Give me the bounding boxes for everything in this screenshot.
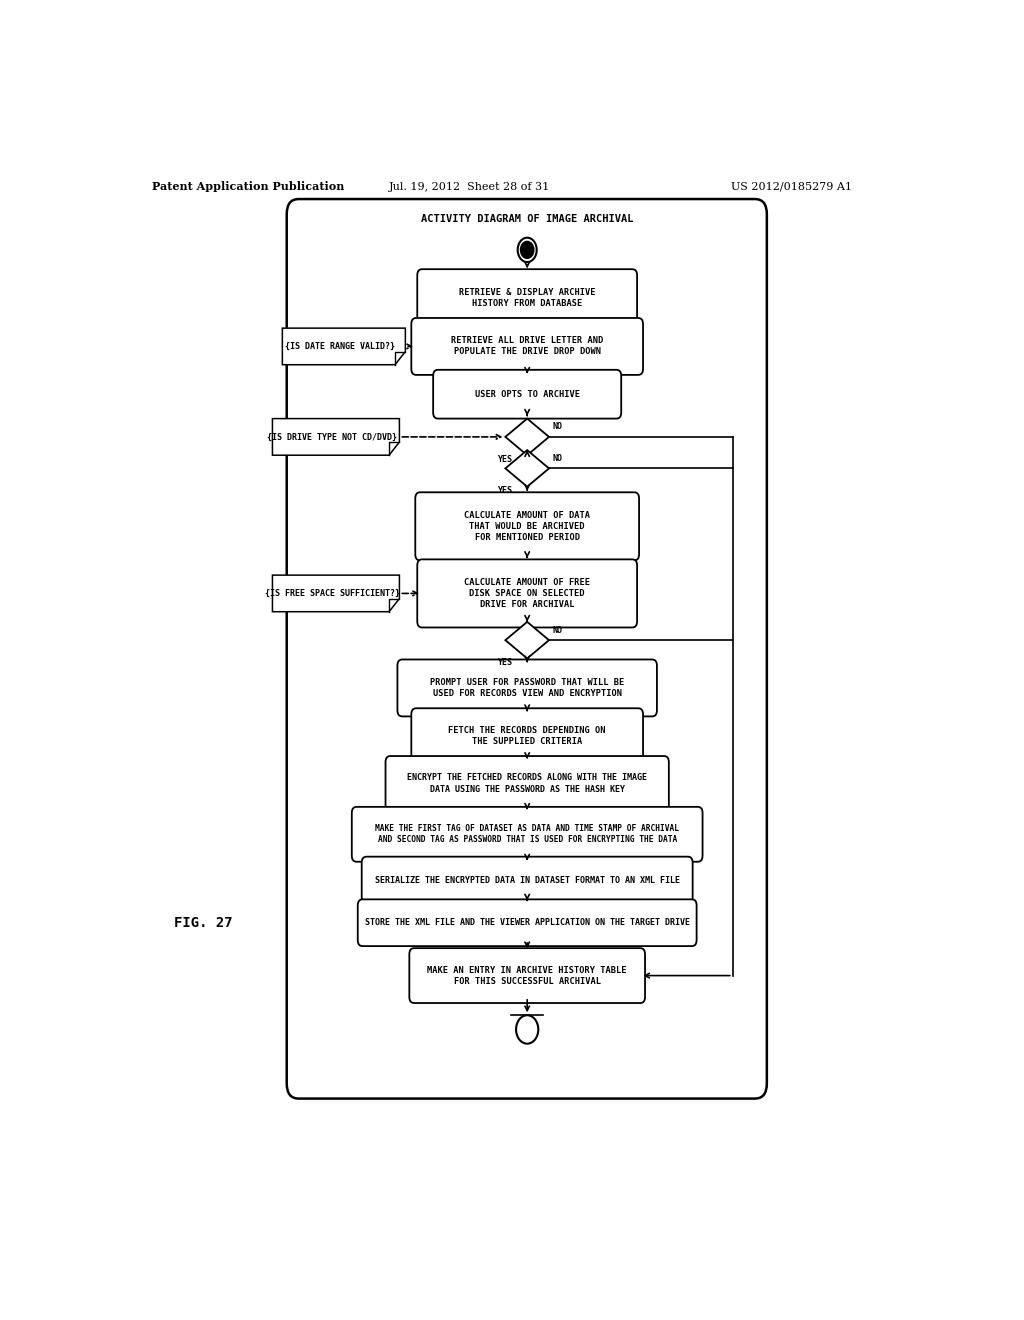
Text: YES: YES [497, 455, 512, 463]
FancyBboxPatch shape [287, 199, 767, 1098]
Text: YES: YES [497, 486, 512, 495]
FancyBboxPatch shape [412, 318, 643, 375]
FancyBboxPatch shape [417, 269, 637, 326]
Text: NO: NO [553, 626, 563, 635]
Text: FETCH THE RECORDS DEPENDING ON
THE SUPPLIED CRITERIA: FETCH THE RECORDS DEPENDING ON THE SUPPL… [449, 726, 606, 746]
FancyBboxPatch shape [357, 899, 696, 946]
Text: ACTIVITY DIAGRAM OF IMAGE ARCHIVAL: ACTIVITY DIAGRAM OF IMAGE ARCHIVAL [421, 214, 634, 224]
Text: {IS FREE SPACE SUFFICIENT?}: {IS FREE SPACE SUFFICIENT?} [265, 589, 400, 598]
Text: FIG. 27: FIG. 27 [174, 916, 232, 929]
FancyBboxPatch shape [385, 756, 669, 810]
Circle shape [521, 242, 534, 257]
FancyBboxPatch shape [352, 807, 702, 862]
Text: ENCRYPT THE FETCHED RECORDS ALONG WITH THE IMAGE
DATA USING THE PASSWORD AS THE : ENCRYPT THE FETCHED RECORDS ALONG WITH T… [408, 774, 647, 793]
Text: MAKE THE FIRST TAG OF DATASET AS DATA AND TIME STAMP OF ARCHIVAL
AND SECOND TAG : MAKE THE FIRST TAG OF DATASET AS DATA AN… [375, 824, 679, 845]
FancyBboxPatch shape [417, 560, 637, 627]
Polygon shape [272, 576, 399, 611]
Text: SERIALIZE THE ENCRYPTED DATA IN DATASET FORMAT TO AN XML FILE: SERIALIZE THE ENCRYPTED DATA IN DATASET … [375, 875, 680, 884]
Text: Jul. 19, 2012  Sheet 28 of 31: Jul. 19, 2012 Sheet 28 of 31 [389, 182, 550, 191]
Text: MAKE AN ENTRY IN ARCHIVE HISTORY TABLE
FOR THIS SUCCESSFUL ARCHIVAL: MAKE AN ENTRY IN ARCHIVE HISTORY TABLE F… [427, 965, 627, 986]
Text: PROMPT USER FOR PASSWORD THAT WILL BE
USED FOR RECORDS VIEW AND ENCRYPTION: PROMPT USER FOR PASSWORD THAT WILL BE US… [430, 678, 625, 698]
FancyBboxPatch shape [416, 492, 639, 561]
FancyBboxPatch shape [361, 857, 692, 903]
Text: YES: YES [497, 659, 512, 667]
Polygon shape [506, 622, 549, 659]
FancyBboxPatch shape [412, 709, 643, 763]
Circle shape [516, 1015, 539, 1044]
Circle shape [518, 238, 537, 263]
FancyBboxPatch shape [410, 948, 645, 1003]
Text: NO: NO [553, 422, 563, 432]
FancyBboxPatch shape [433, 370, 622, 418]
Text: US 2012/0185279 A1: US 2012/0185279 A1 [731, 182, 852, 191]
Text: CALCULATE AMOUNT OF DATA
THAT WOULD BE ARCHIVED
FOR MENTIONED PERIOD: CALCULATE AMOUNT OF DATA THAT WOULD BE A… [464, 511, 590, 543]
Polygon shape [506, 418, 549, 455]
Text: STORE THE XML FILE AND THE VIEWER APPLICATION ON THE TARGET DRIVE: STORE THE XML FILE AND THE VIEWER APPLIC… [365, 919, 690, 927]
Polygon shape [506, 450, 549, 487]
Text: CALCULATE AMOUNT OF FREE
DISK SPACE ON SELECTED
DRIVE FOR ARCHIVAL: CALCULATE AMOUNT OF FREE DISK SPACE ON S… [464, 578, 590, 609]
Polygon shape [272, 418, 399, 455]
Text: RETRIEVE ALL DRIVE LETTER AND
POPULATE THE DRIVE DROP DOWN: RETRIEVE ALL DRIVE LETTER AND POPULATE T… [451, 337, 603, 356]
Polygon shape [283, 329, 406, 364]
Text: Patent Application Publication: Patent Application Publication [152, 181, 344, 193]
Text: {IS DATE RANGE VALID?}: {IS DATE RANGE VALID?} [286, 342, 395, 351]
Text: RETRIEVE & DISPLAY ARCHIVE
HISTORY FROM DATABASE: RETRIEVE & DISPLAY ARCHIVE HISTORY FROM … [459, 288, 595, 308]
Text: NO: NO [553, 454, 563, 463]
Text: USER OPTS TO ARCHIVE: USER OPTS TO ARCHIVE [475, 389, 580, 399]
Text: {IS DRIVE TYPE NOT CD/DVD}: {IS DRIVE TYPE NOT CD/DVD} [267, 433, 397, 441]
FancyBboxPatch shape [397, 660, 657, 717]
